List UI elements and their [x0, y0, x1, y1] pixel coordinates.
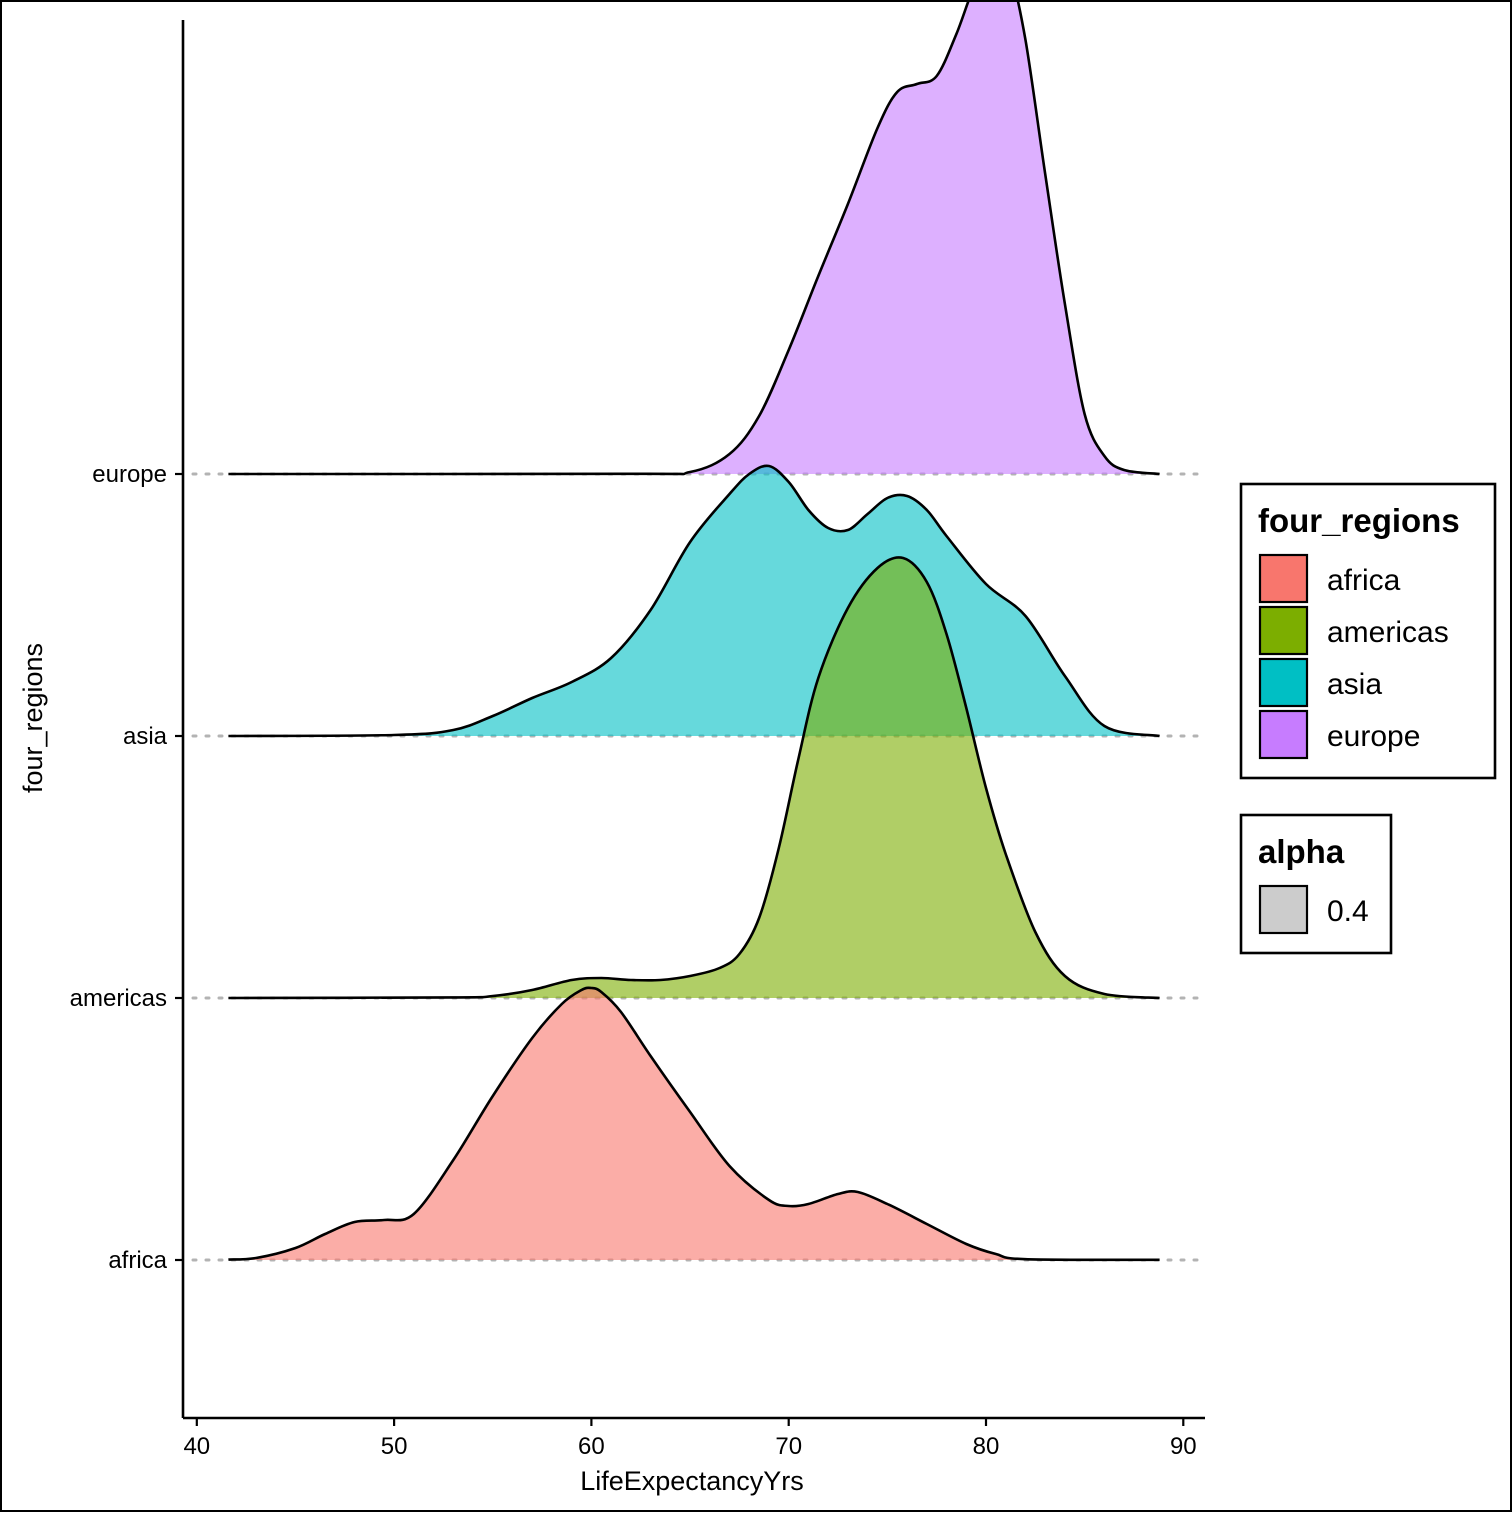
x-tick-label-40: 40	[183, 1433, 210, 1460]
x-axis-title: LifeExpectancyYrs	[580, 1466, 804, 1496]
legend-label-asia: asia	[1327, 668, 1382, 701]
ridge-outline-asia	[228, 464, 1160, 738]
ridge-americas	[228, 556, 1160, 1000]
legend-label-africa: africa	[1327, 564, 1401, 597]
axes: 40 50 60 70 80 90 africa americas asia europe	[70, 20, 1205, 1460]
ridges	[228, 2, 1160, 1262]
ridge-area-americas	[228, 557, 1160, 998]
legend-label-europe: europe	[1327, 720, 1420, 753]
x-tick-label-70: 70	[775, 1433, 802, 1460]
ridge-outline-africa	[228, 986, 1160, 1262]
y-tick-label-africa: africa	[108, 1247, 167, 1274]
ridge-area-asia	[228, 465, 1160, 736]
ridge-area-europe	[228, 2, 1160, 475]
x-tick-label-80: 80	[973, 1433, 1000, 1460]
ridge-outline-americas	[228, 556, 1160, 1000]
y-tick-label-europe: europe	[92, 461, 167, 488]
legend-swatch-alpha	[1258, 884, 1309, 935]
ridge-africa	[228, 986, 1160, 1262]
ridge-asia	[228, 464, 1160, 738]
legend-label-americas: americas	[1327, 616, 1449, 649]
ridge-europe	[228, 2, 1160, 476]
ridge-area-africa	[228, 987, 1160, 1260]
legend-swatch-europe	[1258, 709, 1309, 760]
legend-swatch-asia	[1258, 657, 1309, 708]
legend-four-regions-title: four_regions	[1258, 502, 1460, 539]
x-tick-label-50: 50	[381, 1433, 408, 1460]
legend-alpha: alpha 0.4	[1239, 813, 1393, 955]
y-axis-title: four_regions	[18, 643, 48, 793]
legend-swatch-americas	[1258, 605, 1309, 656]
x-tick-label-60: 60	[578, 1433, 605, 1460]
ridge-outline-europe	[228, 2, 1160, 476]
legend-label-alpha: 0.4	[1327, 895, 1369, 928]
legend-alpha-title: alpha	[1258, 833, 1345, 870]
x-tick-label-90: 90	[1170, 1433, 1197, 1460]
y-tick-label-asia: asia	[123, 723, 168, 750]
y-tick-label-americas: americas	[70, 985, 167, 1012]
legend-swatch-africa	[1258, 553, 1309, 604]
